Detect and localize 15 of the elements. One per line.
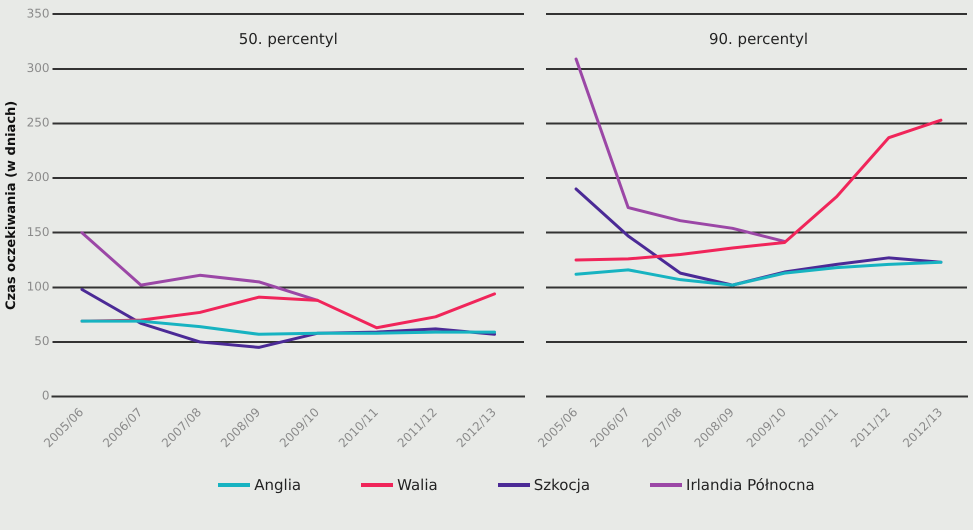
legend-label: Szkocja <box>534 476 590 494</box>
y-tick-label: 150 <box>26 224 50 239</box>
legend-label: Walia <box>397 476 438 494</box>
y-tick-label: 200 <box>26 170 50 184</box>
legend-label: Anglia <box>254 476 302 494</box>
y-tick-label: 300 <box>26 60 50 75</box>
y-tick-label: 0 <box>42 388 50 403</box>
y-tick-label: 50 <box>34 334 50 348</box>
y-tick-label: 250 <box>26 116 50 130</box>
y-tick-label: 350 <box>26 6 50 20</box>
text: 50. percentyl <box>238 30 338 48</box>
y-axis-title: Czas oczekiwania (w dniach) <box>4 100 20 310</box>
text: 90. percentyl <box>708 30 808 48</box>
y-tick-label: 100 <box>26 279 50 294</box>
legend-label: Irlandia Północna <box>686 476 815 494</box>
